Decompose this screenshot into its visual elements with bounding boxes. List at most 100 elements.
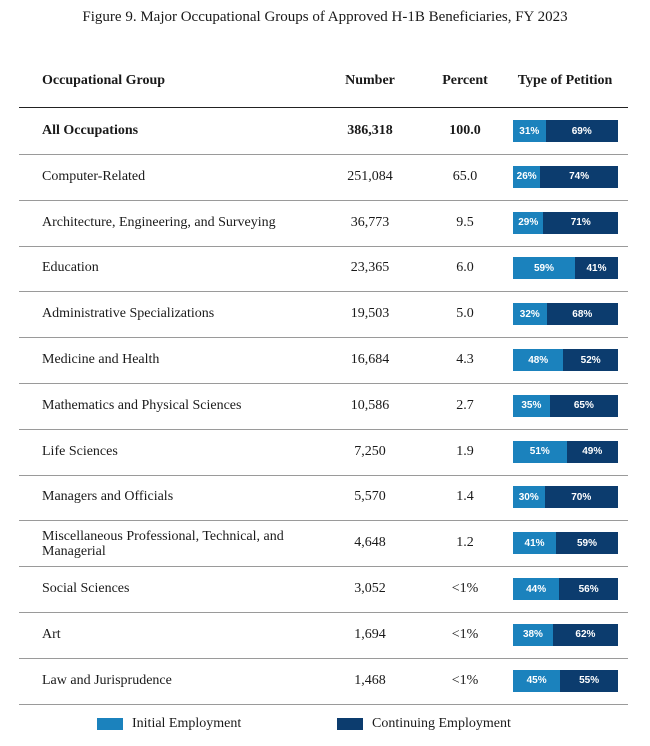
occupational-group-label: All Occupations bbox=[42, 123, 139, 138]
row-divider bbox=[19, 337, 628, 339]
table-row: Life Sciences 7,250 1.9 51% 49% bbox=[0, 429, 650, 476]
continuing-employment-segment: 68% bbox=[546, 303, 618, 326]
continuing-employment-segment: 65% bbox=[549, 394, 618, 417]
initial-employment-segment: 31% bbox=[513, 120, 546, 142]
percent-value: 1.9 bbox=[456, 443, 474, 459]
initial-employment-segment: 32% bbox=[513, 303, 547, 326]
petition-type-bar: 30% 70% bbox=[513, 486, 618, 509]
initial-employment-segment: 29% bbox=[513, 211, 544, 234]
header-rule bbox=[19, 107, 628, 108]
row-divider bbox=[19, 474, 628, 476]
occupational-group-label: Managers and Officials bbox=[42, 489, 174, 505]
number-value: 1,468 bbox=[354, 672, 386, 688]
percent-value: 6.0 bbox=[456, 260, 474, 276]
table-row: Law and Jurisprudence 1,468 <1% 45% 55% bbox=[0, 658, 650, 705]
continuing-employment-segment: 74% bbox=[540, 165, 618, 188]
legend-swatch-initial bbox=[97, 718, 123, 730]
initial-employment-segment: 48% bbox=[513, 349, 564, 371]
occupational-group-label: Medicine and Health bbox=[42, 352, 160, 367]
initial-employment-segment: 30% bbox=[513, 486, 545, 509]
initial-employment-segment: 35% bbox=[513, 394, 550, 417]
legend-label-continuing: Continuing Employment bbox=[372, 716, 511, 731]
petition-type-bar: 44% 56% bbox=[513, 578, 618, 600]
number-value: 1,694 bbox=[354, 626, 386, 642]
row-divider bbox=[19, 566, 628, 568]
occupational-group-label: Art bbox=[42, 626, 61, 642]
percent-value: 1.4 bbox=[456, 489, 474, 505]
number-value: 19,503 bbox=[350, 306, 390, 322]
percent-value: 65.0 bbox=[452, 168, 478, 184]
occupational-group-label: Architecture, Engineering, and Surveying bbox=[42, 214, 276, 230]
occupational-group-label: Law and Jurisprudence bbox=[42, 672, 172, 688]
continuing-employment-segment: 71% bbox=[543, 211, 618, 234]
initial-employment-segment: 44% bbox=[513, 578, 560, 600]
petition-type-bar: 51% 49% bbox=[513, 440, 618, 463]
legend-swatch-continuing bbox=[337, 718, 363, 730]
table-row: Education 23,365 6.0 59% 41% bbox=[0, 245, 650, 293]
number-value: 23,365 bbox=[350, 260, 390, 276]
row-divider bbox=[19, 520, 628, 522]
header-percent: Percent bbox=[442, 73, 488, 88]
continuing-employment-segment: 62% bbox=[552, 623, 618, 646]
row-divider bbox=[19, 154, 628, 155]
row-divider bbox=[19, 245, 628, 247]
percent-value: 4.3 bbox=[456, 352, 474, 367]
initial-employment-segment: 38% bbox=[513, 623, 553, 646]
percent-value: 2.7 bbox=[456, 397, 474, 413]
table-row: Administrative Specializations 19,503 5.0 3… bbox=[0, 291, 650, 339]
continuing-employment-segment: 55% bbox=[560, 669, 618, 692]
continuing-employment-segment: 41% bbox=[574, 257, 618, 280]
petition-type-bar: 41% 59% bbox=[513, 532, 618, 555]
percent-value: <1% bbox=[451, 672, 479, 688]
petition-type-bar: 48% 52% bbox=[513, 349, 618, 371]
row-divider bbox=[19, 428, 628, 430]
number-value: 10,586 bbox=[350, 397, 390, 413]
continuing-employment-segment: 59% bbox=[556, 532, 618, 555]
number-value: 16,684 bbox=[350, 352, 390, 367]
continuing-employment-segment: 56% bbox=[559, 578, 618, 600]
initial-employment-segment: 51% bbox=[513, 440, 567, 463]
occupational-group-label: Life Sciences bbox=[42, 443, 118, 459]
percent-value: 1.2 bbox=[456, 535, 474, 551]
initial-employment-segment: 41% bbox=[513, 532, 557, 555]
occupational-group-label: Miscellaneous Professional, Technical, a… bbox=[42, 529, 284, 560]
percent-value: <1% bbox=[451, 581, 479, 596]
continuing-employment-segment: 69% bbox=[545, 120, 618, 142]
initial-employment-segment: 45% bbox=[513, 669, 561, 692]
petition-type-bar: 26% 74% bbox=[513, 165, 618, 188]
percent-value: <1% bbox=[451, 626, 479, 642]
petition-type-bar: 31% 69% bbox=[513, 120, 618, 142]
row-divider bbox=[19, 657, 628, 659]
petition-type-bar: 45% 55% bbox=[513, 669, 618, 692]
number-value: 7,250 bbox=[354, 443, 386, 459]
petition-type-bar: 32% 68% bbox=[513, 303, 618, 326]
header-number: Number bbox=[345, 73, 395, 88]
header-occupational-group: Occupational Group bbox=[42, 73, 166, 88]
table-row: Architecture, Engineering, and Surveying… bbox=[0, 200, 650, 247]
number-value: 386,318 bbox=[347, 123, 393, 138]
percent-value: 100.0 bbox=[449, 123, 481, 138]
petition-type-bar: 35% 65% bbox=[513, 394, 618, 417]
percent-value: 5.0 bbox=[456, 306, 474, 322]
legend-label-initial: Initial Employment bbox=[132, 716, 242, 731]
row-divider bbox=[19, 612, 628, 613]
continuing-employment-segment: 70% bbox=[544, 486, 618, 509]
occupational-group-label: Computer-Related bbox=[42, 168, 146, 184]
continuing-employment-segment: 52% bbox=[563, 349, 618, 371]
number-value: 251,084 bbox=[347, 168, 393, 184]
table-row: Mathematics and Physical Sciences 10,586 2… bbox=[0, 383, 650, 430]
number-value: 4,648 bbox=[354, 535, 386, 551]
occupational-group-label: Education bbox=[42, 260, 99, 276]
petition-type-bar: 59% 41% bbox=[513, 257, 618, 280]
row-divider bbox=[19, 199, 628, 201]
initial-employment-segment: 59% bbox=[513, 257, 575, 280]
number-value: 5,570 bbox=[354, 489, 386, 505]
table-row: Managers and Officials 5,570 1.4 30% 70% bbox=[0, 474, 650, 522]
row-divider bbox=[19, 291, 628, 293]
occupational-group-label: Administrative Specializations bbox=[42, 306, 215, 322]
table-row: Social Sciences 3,052 <1% 44% 56% bbox=[0, 566, 650, 613]
chart-title: Figure 9. Major Occupational Groups of A… bbox=[82, 9, 568, 25]
continuing-employment-segment: 49% bbox=[566, 440, 618, 463]
initial-employment-segment: 26% bbox=[513, 165, 541, 188]
occupational-group-label: Social Sciences bbox=[42, 581, 130, 596]
